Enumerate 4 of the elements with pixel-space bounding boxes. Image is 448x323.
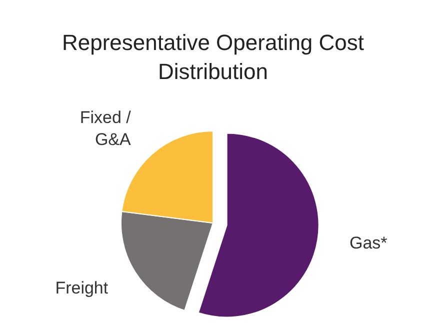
- chart-title: Representative Operating Cost Distribution: [62, 30, 364, 84]
- slice-label: Gas*: [350, 234, 388, 254]
- slice-label: Freight: [55, 279, 108, 298]
- slice-label: Fixed / G&A: [80, 108, 132, 150]
